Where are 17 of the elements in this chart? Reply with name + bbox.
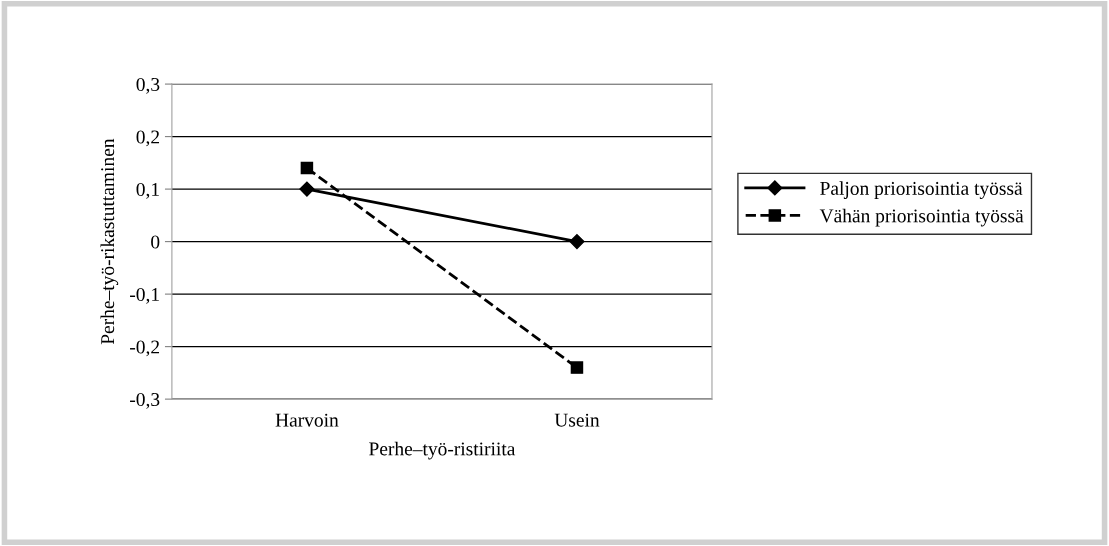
y-tick-label: -0,2 xyxy=(130,340,160,357)
point xyxy=(300,161,314,175)
y-axis-title: Perhe–työ-rikastuttaminen xyxy=(100,138,119,345)
y-tick-label: -0,3 xyxy=(130,392,160,409)
point xyxy=(299,181,315,197)
x-tick-label: Usein xyxy=(554,413,600,427)
x-tick-label: Harvoin xyxy=(275,413,339,427)
y-tick-label: -0,1 xyxy=(130,287,159,304)
y-tick-label: 0,1 xyxy=(136,182,159,199)
legend-label: Paljon priorisointia työssä xyxy=(820,181,1023,199)
legend-label: Vähän priorisointia työssä xyxy=(819,208,1024,227)
point xyxy=(569,234,585,250)
y-tick-label: 0 xyxy=(151,235,160,249)
y-tick-label: 0,2 xyxy=(136,130,160,147)
x-axis-title: Perhe–työ-ristiriita xyxy=(369,441,516,460)
y-tick-label: 0,3 xyxy=(136,77,160,94)
point xyxy=(570,361,584,374)
